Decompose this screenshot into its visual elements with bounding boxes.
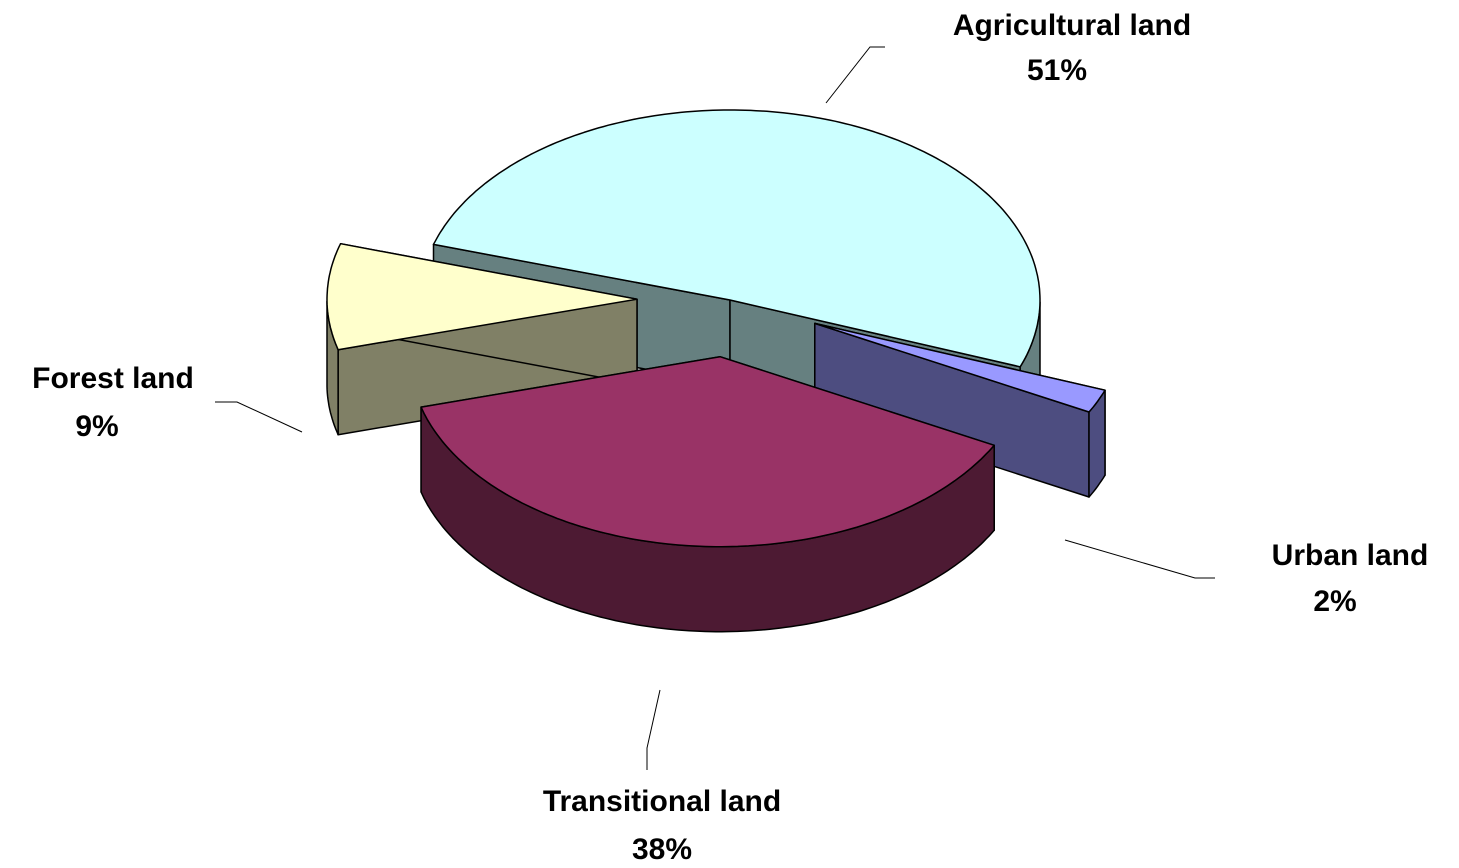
- pie: [326, 109, 1106, 633]
- labels: Agricultural land 51% Urban land 2% Transiti…: [32, 9, 1428, 866]
- slice-top: [814, 322, 1106, 413]
- slice: [326, 242, 638, 436]
- slice: [420, 355, 995, 633]
- value-label: 2%: [1313, 585, 1356, 618]
- value-label: 51%: [1027, 54, 1087, 87]
- leader-line: [1064, 539, 1215, 579]
- value-label: 38%: [632, 833, 692, 866]
- leader-line: [646, 689, 661, 770]
- slice: [814, 322, 1106, 498]
- slice-top: [432, 109, 1041, 368]
- slice-top: [420, 355, 995, 548]
- leader-line: [825, 46, 885, 104]
- slice-label: Agricultural land: [953, 9, 1191, 42]
- slice-label: Forest land: [32, 362, 194, 395]
- slice-top: [326, 242, 638, 351]
- value-label: 9%: [75, 410, 118, 443]
- slice-label: Transitional land: [543, 785, 781, 818]
- leader-line: [215, 401, 303, 433]
- slice-label: Urban land: [1272, 539, 1429, 572]
